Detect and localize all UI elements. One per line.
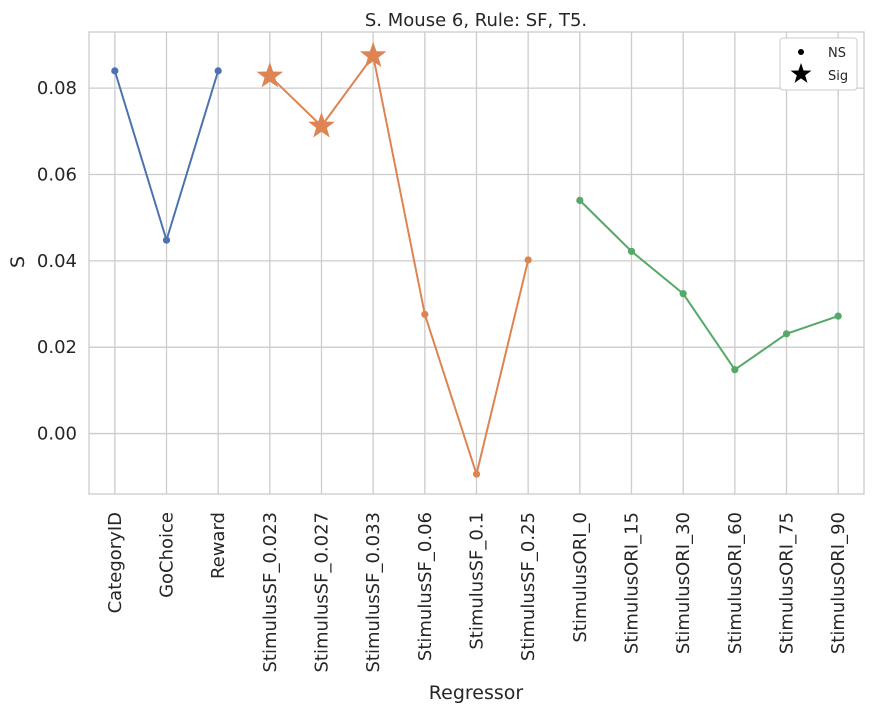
- x-tick-label: GoChoice: [157, 512, 178, 598]
- data-point-ns: [834, 312, 842, 320]
- plot-frame: [88, 31, 865, 495]
- legend-ns-label: NS: [828, 46, 846, 61]
- data-point-sig: [308, 112, 335, 138]
- data-point-ns: [679, 290, 687, 298]
- x-tick-label: StimulusORI_15: [622, 512, 643, 654]
- data-point-ns: [524, 256, 532, 264]
- x-tick-label: StimulusORI_90: [828, 512, 849, 654]
- x-tick-label: StimulusSF_0.027: [312, 512, 333, 673]
- x-tick-label: StimulusORI_60: [725, 512, 746, 654]
- y-tick-label: 0.00: [37, 424, 77, 445]
- y-tick-label: 0.06: [37, 164, 77, 185]
- data-point-ns: [214, 67, 222, 75]
- data-point-ns: [111, 67, 119, 75]
- data-point-ns: [627, 247, 636, 255]
- data-point-ns: [162, 236, 171, 244]
- series-line: [579, 199, 839, 372]
- x-tick-label: StimulusSF_0.06: [415, 512, 436, 661]
- data-point-ns: [472, 470, 481, 478]
- y-tick-label: 0.02: [37, 337, 77, 358]
- x-tick-labels: CategoryID GoChoice Reward StimulusSF_0.023…: [105, 512, 849, 673]
- data-point-ns: [782, 330, 791, 338]
- legend-sig-label: Sig: [828, 69, 848, 84]
- x-tick-label: Reward: [208, 512, 229, 579]
- legend-sig-marker: [790, 63, 812, 83]
- x-tick-label: StimulusSF_0.25: [518, 512, 539, 661]
- y-tick-label: 0.04: [37, 251, 77, 272]
- x-tick-label: CategoryID: [105, 512, 126, 613]
- data-point-ns: [421, 310, 429, 318]
- data-point-sig: [359, 41, 387, 68]
- x-tick-label: StimulusORI_0: [570, 512, 591, 643]
- data-point-ns: [576, 196, 584, 204]
- x-tick-label: StimulusORI_30: [673, 512, 694, 654]
- series-layer: [111, 41, 842, 478]
- legend-ns-marker: [798, 49, 804, 55]
- data-point-sig: [256, 62, 284, 88]
- y-axis-label: S: [7, 256, 29, 268]
- x-tick-label: StimulusSF_0.1: [467, 512, 488, 650]
- y-tick-label: 0.08: [37, 78, 77, 99]
- data-point-ns: [731, 366, 739, 374]
- x-tick-label: StimulusORI_75: [777, 512, 798, 654]
- x-tick-label: StimulusSF_0.033: [363, 512, 384, 673]
- series-line: [269, 53, 530, 478]
- x-axis-label: Regressor: [429, 682, 524, 704]
- y-tick-labels: 0.00 0.02 0.04 0.06 0.08: [37, 78, 77, 444]
- x-tick-label: StimulusSF_0.023: [260, 512, 281, 673]
- legend: NS Sig: [779, 37, 858, 91]
- chart-title: S. Mouse 6, Rule: SF, T5.: [365, 10, 587, 31]
- grid: [89, 32, 864, 494]
